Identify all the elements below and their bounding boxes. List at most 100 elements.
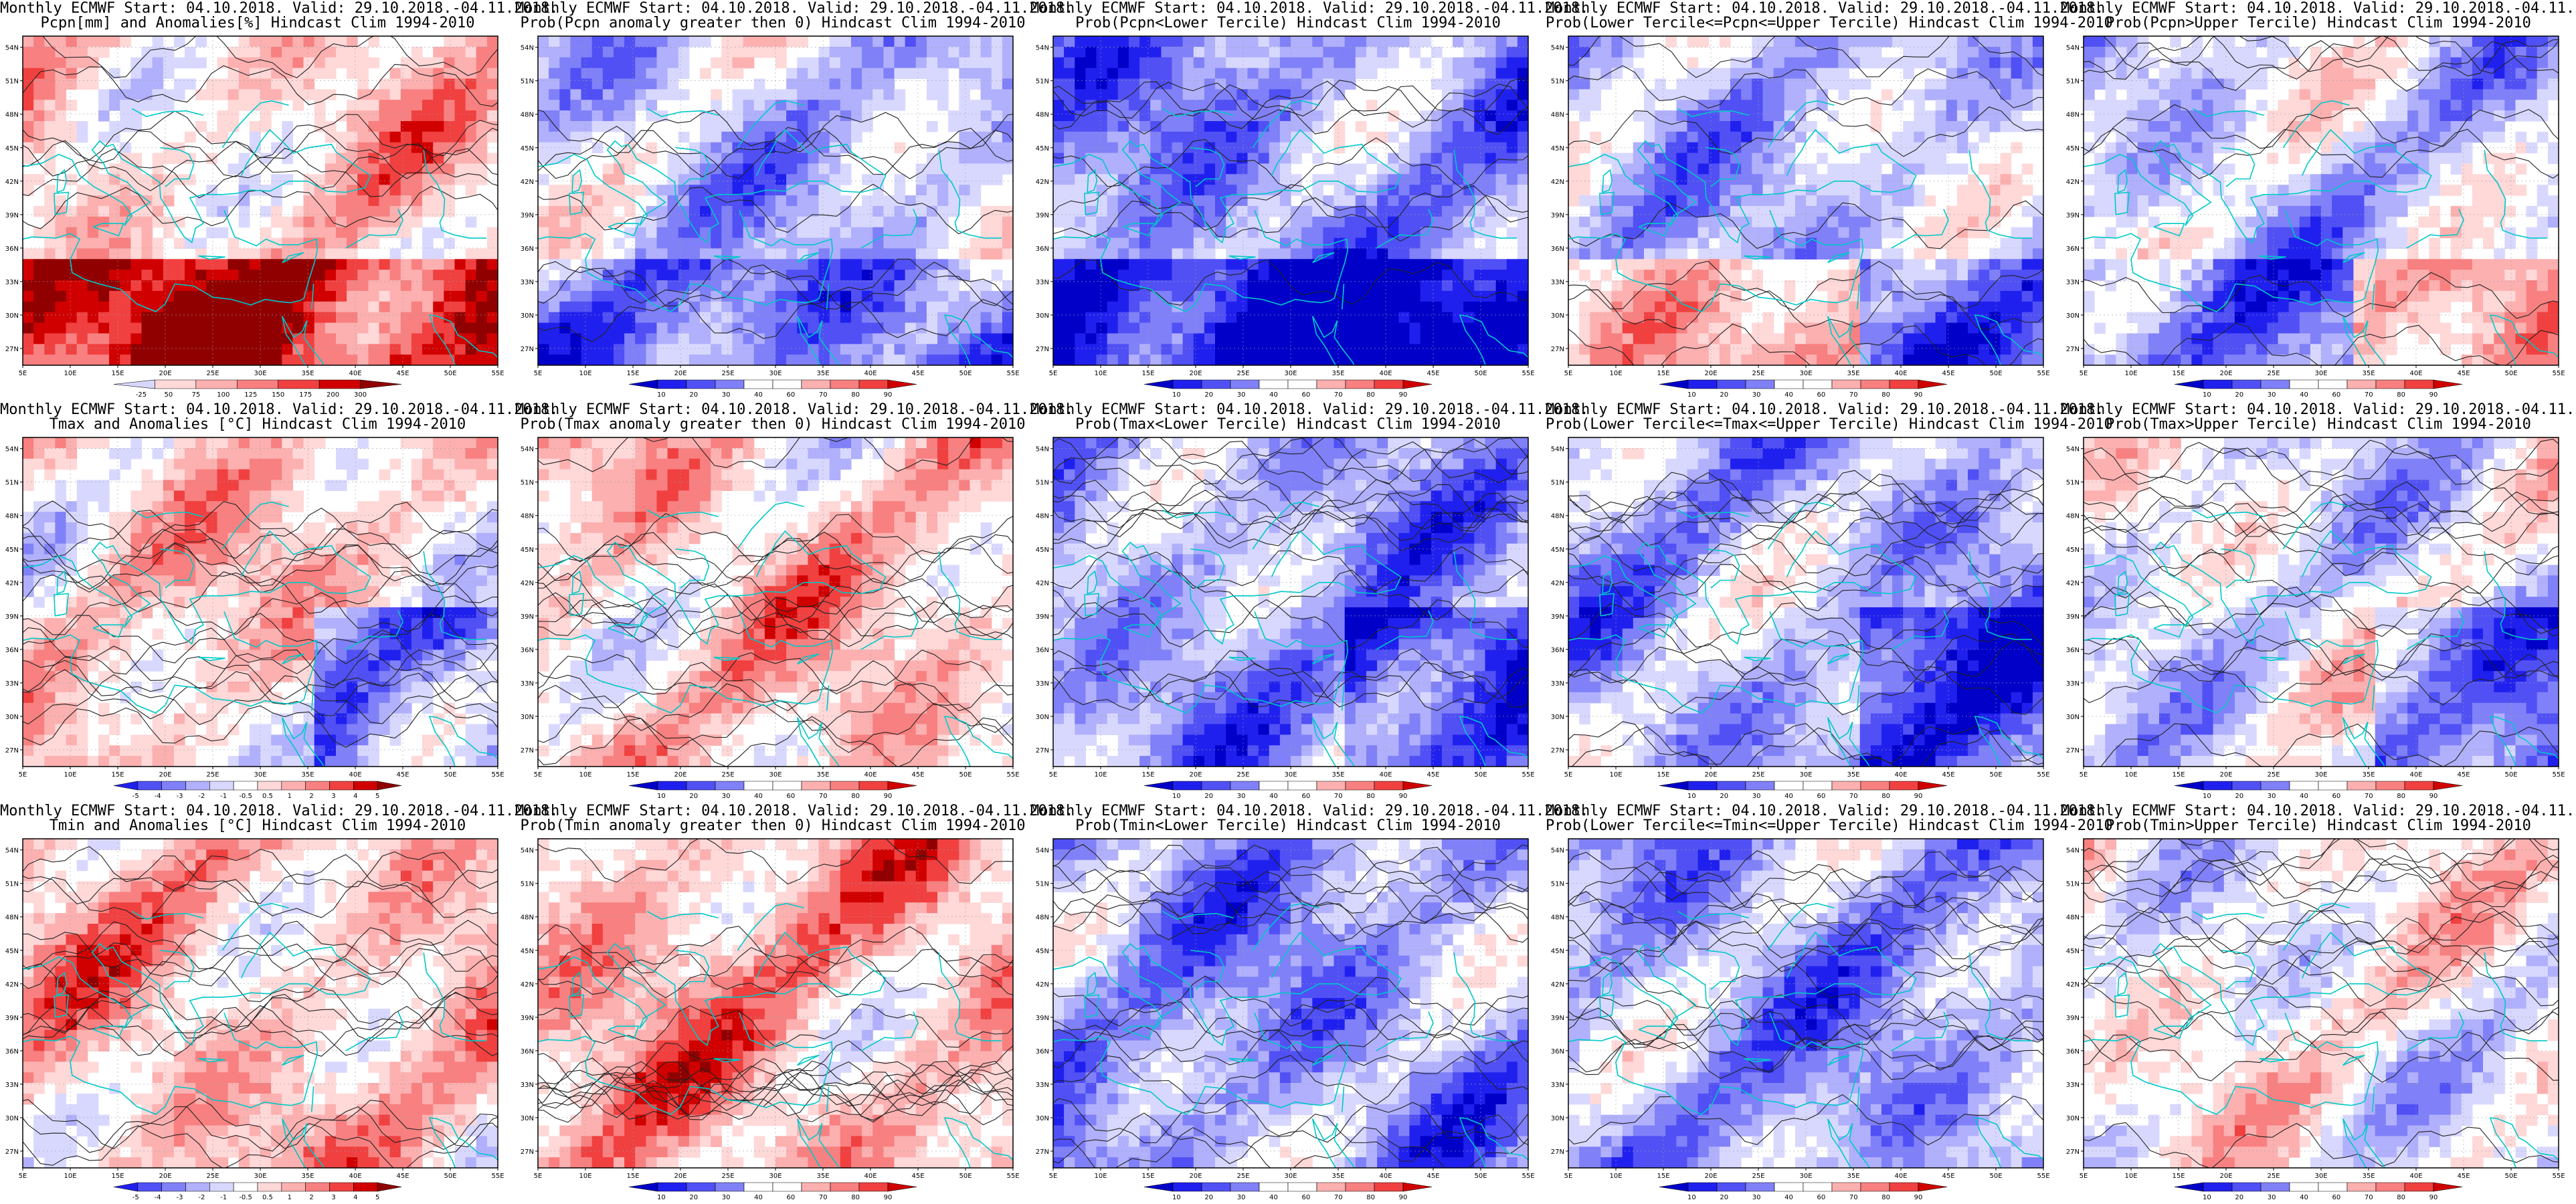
- lon-tick-label: 20E: [674, 1173, 686, 1180]
- lon-tick-label: 55E: [491, 1173, 504, 1180]
- lat-tick-label: 54N: [521, 446, 534, 454]
- lon-tick-label: 30E: [1799, 1173, 1812, 1180]
- colorbar-tick-label: 60: [1302, 391, 1311, 399]
- colorbar-tick-label: 0.5: [262, 1194, 273, 1201]
- forecast-map: 5E 10E 15E 20E 25E 30E 35E 40E 45E 50E 55E 27N 30N 33…: [1551, 35, 2050, 399]
- lon-tick-label: 55E: [2037, 1173, 2049, 1180]
- lon-tick-label: 30E: [1284, 1173, 1297, 1180]
- panel-header: Monthly ECMWF Start: 04.10.2018. Valid: …: [1546, 0, 2104, 17]
- lon-tick-label: 30E: [769, 771, 781, 779]
- lon-tick-label: 25E: [1236, 1173, 1249, 1180]
- lon-tick-label: 45E: [1427, 370, 1439, 377]
- colorbar-tick-label: 10: [1687, 793, 1696, 800]
- lon-tick-label: 35E: [2362, 370, 2375, 377]
- lon-tick-label: 25E: [1752, 771, 1764, 779]
- forecast-map: 5E 10E 15E 20E 25E 30E 35E 40E 45E 50E 55E 27N 30N 33…: [2066, 838, 2565, 1201]
- lat-tick-label: 42N: [1036, 981, 1049, 989]
- lon-tick-label: 5E: [19, 1173, 27, 1180]
- colorbar-tick-label: 90: [1914, 793, 1923, 800]
- lon-tick-label: 55E: [1522, 771, 1534, 779]
- colorbar-tick-label: 60: [787, 793, 796, 800]
- lon-tick-label: 5E: [2080, 771, 2088, 779]
- lat-tick-label: 48N: [1036, 914, 1049, 922]
- colorbar-tick-label: 3: [331, 793, 335, 800]
- lat-tick-label: 42N: [1551, 981, 1564, 989]
- colorbar-tick-label: 10: [657, 793, 666, 800]
- lon-tick-label: 40E: [1894, 1173, 1907, 1180]
- lat-tick-label: 42N: [2066, 981, 2080, 989]
- lon-tick-label: 30E: [1799, 370, 1812, 377]
- lon-tick-label: 25E: [206, 370, 219, 377]
- lat-tick-label: 51N: [1036, 78, 1049, 86]
- lon-tick-label: 35E: [301, 370, 314, 377]
- lat-tick-label: 33N: [1036, 1082, 1049, 1089]
- lon-tick-label: 45E: [396, 1173, 409, 1180]
- lat-tick-label: 42N: [521, 981, 534, 989]
- lat-tick-label: 48N: [2066, 112, 2080, 119]
- lat-tick-label: 36N: [2066, 1048, 2080, 1056]
- map-panel: Monthly ECMWF Start: 04.10.2018. Valid: …: [515, 0, 1073, 401]
- lon-tick-label: 35E: [816, 1173, 829, 1180]
- colorbar-tick-label: 90: [884, 391, 893, 399]
- colorbar-tick-label: 90: [1399, 391, 1408, 399]
- lon-tick-label: 50E: [1474, 370, 1487, 377]
- colorbar-tick-label: 90: [884, 793, 893, 800]
- colorbar-tick-label: 60: [787, 391, 796, 399]
- colorbar-tick-label: 5: [375, 1194, 379, 1201]
- colorbar-tick-label: 20: [689, 793, 698, 800]
- colorbar-tick-label: 30: [1237, 391, 1246, 399]
- map-panel: Monthly ECMWF Start: 04.10.2018. Valid: …: [1546, 803, 2113, 1204]
- colorbar-tick-label: 30: [1752, 391, 1761, 399]
- colorbar-tick-label: 40: [1269, 793, 1278, 800]
- panel-title: Pcpn[mm] and Anomalies[%] Hindcast Clim …: [40, 15, 475, 31]
- lat-tick-label: 36N: [1036, 1048, 1049, 1056]
- colorbar: 10 20 30 40 60 70 80 90: [1659, 379, 1948, 399]
- colorbar-tick-label: 40: [1269, 391, 1278, 399]
- colorbar-tick-label: 90: [1914, 391, 1923, 399]
- lon-tick-label: 50E: [2504, 370, 2517, 377]
- map-panel: Monthly ECMWF Start: 04.10.2018. Valid: …: [1546, 0, 2113, 401]
- lon-tick-label: 15E: [626, 370, 639, 377]
- forecast-map: 5E 10E 15E 20E 25E 30E 35E 40E 45E 50E 55E 27N 30N 33…: [2066, 437, 2565, 800]
- lon-tick-label: 30E: [1284, 370, 1297, 377]
- lat-tick-label: 36N: [1551, 1048, 1564, 1056]
- forecast-map: 5E 10E 15E 20E 25E 30E 35E 40E 45E 50E 55E 27N 30N 33…: [521, 838, 1020, 1201]
- lat-tick-label: 42N: [5, 981, 19, 989]
- panel-header: Monthly ECMWF Start: 04.10.2018. Valid: …: [515, 803, 1074, 819]
- lon-tick-label: 10E: [2124, 771, 2137, 779]
- lat-tick-label: 39N: [1036, 1015, 1049, 1022]
- lon-tick-label: 5E: [19, 771, 27, 779]
- colorbar-tick-label: 80: [851, 793, 860, 800]
- lat-tick-label: 39N: [521, 613, 534, 621]
- map-panel: Monthly ECMWF Start: 04.10.2018. Valid: …: [515, 401, 1073, 803]
- lat-tick-label: 54N: [5, 847, 19, 855]
- lat-tick-label: 51N: [5, 480, 19, 487]
- lon-tick-label: 5E: [534, 1173, 543, 1180]
- lon-tick-label: 50E: [2504, 1173, 2517, 1180]
- colorbar-tick-label: -5: [132, 1194, 139, 1201]
- lon-tick-label: 10E: [64, 370, 76, 377]
- lon-tick-label: 30E: [2314, 771, 2327, 779]
- colorbar-tick-label: 70: [1334, 391, 1343, 399]
- lat-tick-label: 27N: [5, 747, 19, 755]
- colorbar-tick-label: 60: [2332, 391, 2341, 399]
- lon-tick-label: 45E: [911, 370, 924, 377]
- lat-tick-label: 30N: [5, 312, 19, 320]
- colorbar-tick-label: -2: [198, 1194, 205, 1201]
- lon-tick-label: 55E: [2037, 771, 2049, 779]
- colorbar-tick-label: 70: [1334, 1194, 1343, 1201]
- panel-header: Monthly ECMWF Start: 04.10.2018. Valid: …: [0, 803, 559, 819]
- lon-tick-label: 20E: [159, 771, 171, 779]
- lon-tick-label: 55E: [1006, 370, 1019, 377]
- lon-tick-label: 10E: [579, 1173, 591, 1180]
- lat-tick-label: 33N: [521, 1082, 534, 1089]
- map-panel: Monthly ECMWF Start: 04.10.2018. Valid: …: [0, 803, 559, 1204]
- lon-tick-label: 20E: [1704, 1173, 1717, 1180]
- panel-header: Monthly ECMWF Start: 04.10.2018. Valid: …: [1546, 401, 2104, 418]
- colorbar-tick-label: 50: [165, 391, 173, 399]
- colorbar-tick-label: 10: [1172, 391, 1181, 399]
- colorbar-tick-label: 40: [754, 793, 763, 800]
- colorbar: 10 20 30 40 60 70 80 90: [2174, 1182, 2463, 1201]
- colorbar-tick-label: 40: [1784, 391, 1793, 399]
- forecast-map: 5E 10E 15E 20E 25E 30E 35E 40E 45E 50E 55E 27N 30N 33…: [1036, 35, 1535, 399]
